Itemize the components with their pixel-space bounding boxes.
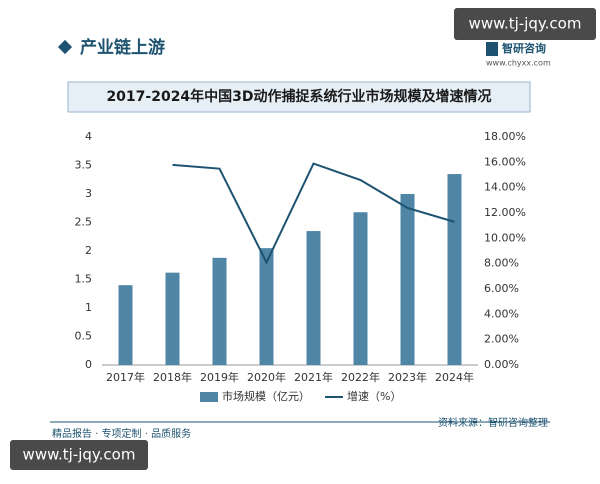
- y2-tick-label: 4.00%: [484, 307, 519, 320]
- x-tick-label: 2018年: [153, 370, 192, 384]
- x-tick-label: 2024年: [435, 370, 474, 384]
- y2-tick-label: 12.00%: [484, 206, 526, 219]
- y-tick-label: 2.5: [75, 216, 93, 229]
- x-tick-label: 2022年: [341, 370, 380, 384]
- bar: [306, 231, 321, 365]
- y2-tick-label: 18.00%: [484, 130, 526, 143]
- y2-tick-label: 10.00%: [484, 231, 526, 244]
- title-bar: [67, 81, 531, 113]
- y2-tick-label: 8.00%: [484, 257, 519, 270]
- bar: [353, 212, 368, 365]
- watermark: www.tj-jqy.com: [469, 15, 582, 33]
- y-tick-label: 1: [85, 301, 92, 314]
- y-tick-label: 4: [85, 130, 92, 143]
- x-tick-label: 2017年: [106, 370, 145, 384]
- logo-url: www.chyxx.com: [486, 59, 551, 68]
- y-tick-label: 2: [85, 244, 92, 257]
- watermark: www.tj-jqy.com: [23, 446, 136, 464]
- legend-swatch: [200, 392, 218, 402]
- bar: [118, 285, 133, 365]
- bar: [165, 272, 180, 365]
- y2-tick-label: 6.00%: [484, 282, 519, 295]
- section-title: 产业链上游: [80, 37, 165, 58]
- y-tick-label: 0: [85, 358, 92, 371]
- y2-tick-label: 14.00%: [484, 181, 526, 194]
- bar: [400, 194, 415, 365]
- y2-tick-label: 16.00%: [484, 155, 526, 168]
- y-tick-label: 3.5: [75, 159, 93, 172]
- line: [172, 162, 455, 265]
- y-tick-label: 3: [85, 187, 92, 200]
- logo-text: 智研咨询: [502, 41, 546, 55]
- x-tick-label: 2023年: [388, 370, 427, 384]
- footer-source: 资料来源：智研咨询整理: [438, 416, 548, 429]
- bar: [447, 174, 462, 365]
- watermark-box: [454, 8, 596, 40]
- footer-left: 精品报告 · 专项定制 · 品质服务: [52, 427, 191, 440]
- x-tick-label: 2021年: [294, 370, 333, 384]
- y2-tick-label: 0.00%: [484, 358, 519, 371]
- y-tick-label: 1.5: [75, 273, 93, 286]
- x-tick-label: 2019年: [200, 370, 239, 384]
- chart-title: 2017-2024年中国3D动作捕捉系统行业市场规模及增速情况: [106, 88, 491, 105]
- watermark-box: [10, 440, 148, 470]
- legend-label: 市场规模（亿元）: [222, 389, 310, 403]
- bar: [259, 248, 274, 365]
- legend-label: 增速（%）: [347, 389, 401, 403]
- y-tick-label: 0.5: [75, 330, 93, 343]
- x-tick-label: 2020年: [247, 370, 286, 384]
- bar: [212, 257, 227, 365]
- logo-icon: [486, 42, 498, 56]
- y2-tick-label: 2.00%: [484, 333, 519, 346]
